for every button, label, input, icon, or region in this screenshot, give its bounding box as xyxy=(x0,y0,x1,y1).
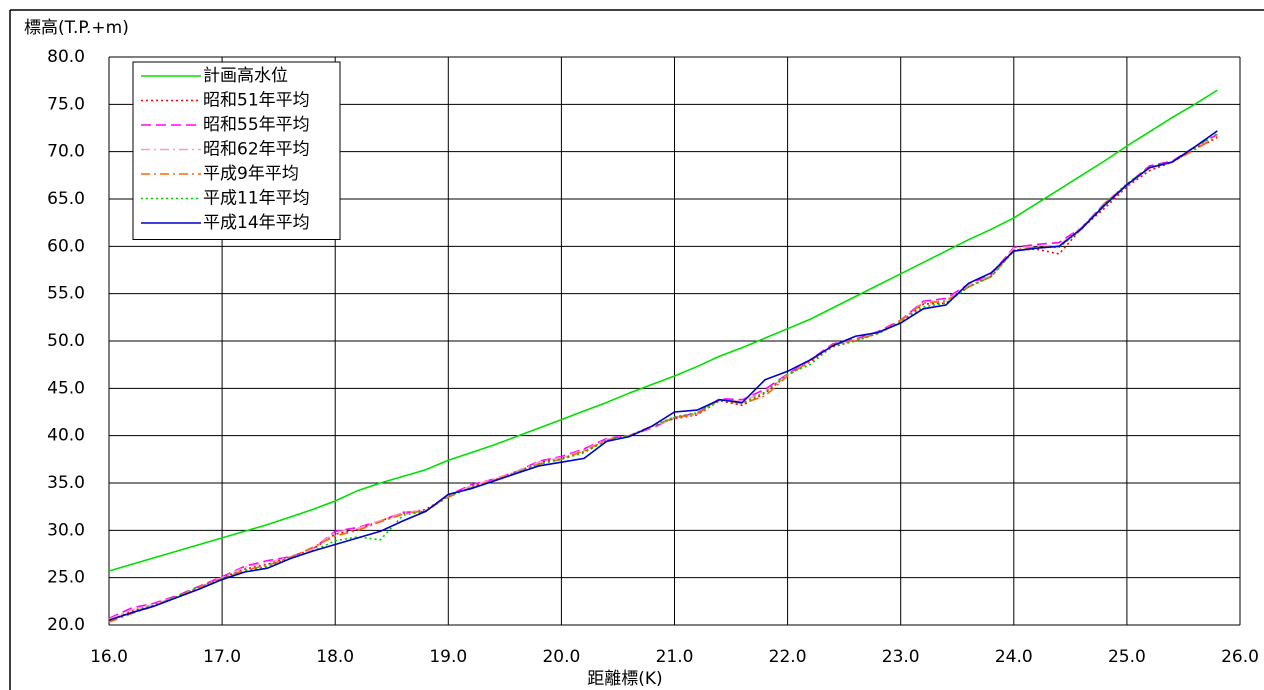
y-tick-label: 20.0 xyxy=(47,615,85,635)
y-tick-label: 55.0 xyxy=(47,284,85,304)
y-tick-label: 50.0 xyxy=(47,331,85,351)
y-tick-label: 60.0 xyxy=(47,236,85,256)
series-line xyxy=(108,130,1218,622)
x-tick-label: 24.0 xyxy=(995,647,1033,667)
x-tick-label: 21.0 xyxy=(656,647,694,667)
legend-label: 平成9年平均 xyxy=(203,164,299,184)
legend-label: 平成11年平均 xyxy=(203,189,310,209)
y-tick-label: 30.0 xyxy=(47,520,85,540)
x-tick-label: 23.0 xyxy=(882,647,920,667)
x-tick-label: 20.0 xyxy=(542,647,580,667)
y-tick-label: 80.0 xyxy=(47,47,85,67)
y-axis-title: 標高(T.P.+m) xyxy=(24,18,129,38)
x-tick-label: 26.0 xyxy=(1221,647,1259,667)
y-tick-label: 70.0 xyxy=(47,142,85,162)
legend-label: 計画高水位 xyxy=(203,66,288,86)
y-tick-label: 75.0 xyxy=(47,94,85,114)
legend-label: 昭和51年平均 xyxy=(203,91,310,111)
x-tick-label: 22.0 xyxy=(769,647,807,667)
x-tick-label: 16.0 xyxy=(90,647,128,667)
y-tick-label: 25.0 xyxy=(47,568,85,588)
legend-label: 昭和62年平均 xyxy=(203,140,310,160)
y-tick-label: 45.0 xyxy=(47,378,85,398)
x-tick-label: 18.0 xyxy=(316,647,354,667)
x-tick-label: 17.0 xyxy=(203,647,241,667)
series-line xyxy=(108,89,1218,572)
y-tick-label: 35.0 xyxy=(47,473,85,493)
legend-label: 昭和55年平均 xyxy=(203,115,310,135)
legend-label: 平成14年平均 xyxy=(203,213,310,233)
y-tick-label: 65.0 xyxy=(47,189,85,209)
legend-box xyxy=(132,61,341,240)
x-tick-label: 19.0 xyxy=(429,647,467,667)
y-tick-label: 40.0 xyxy=(47,426,85,446)
x-axis-title: 距離標(K) xyxy=(587,669,662,689)
x-tick-label: 25.0 xyxy=(1108,647,1146,667)
